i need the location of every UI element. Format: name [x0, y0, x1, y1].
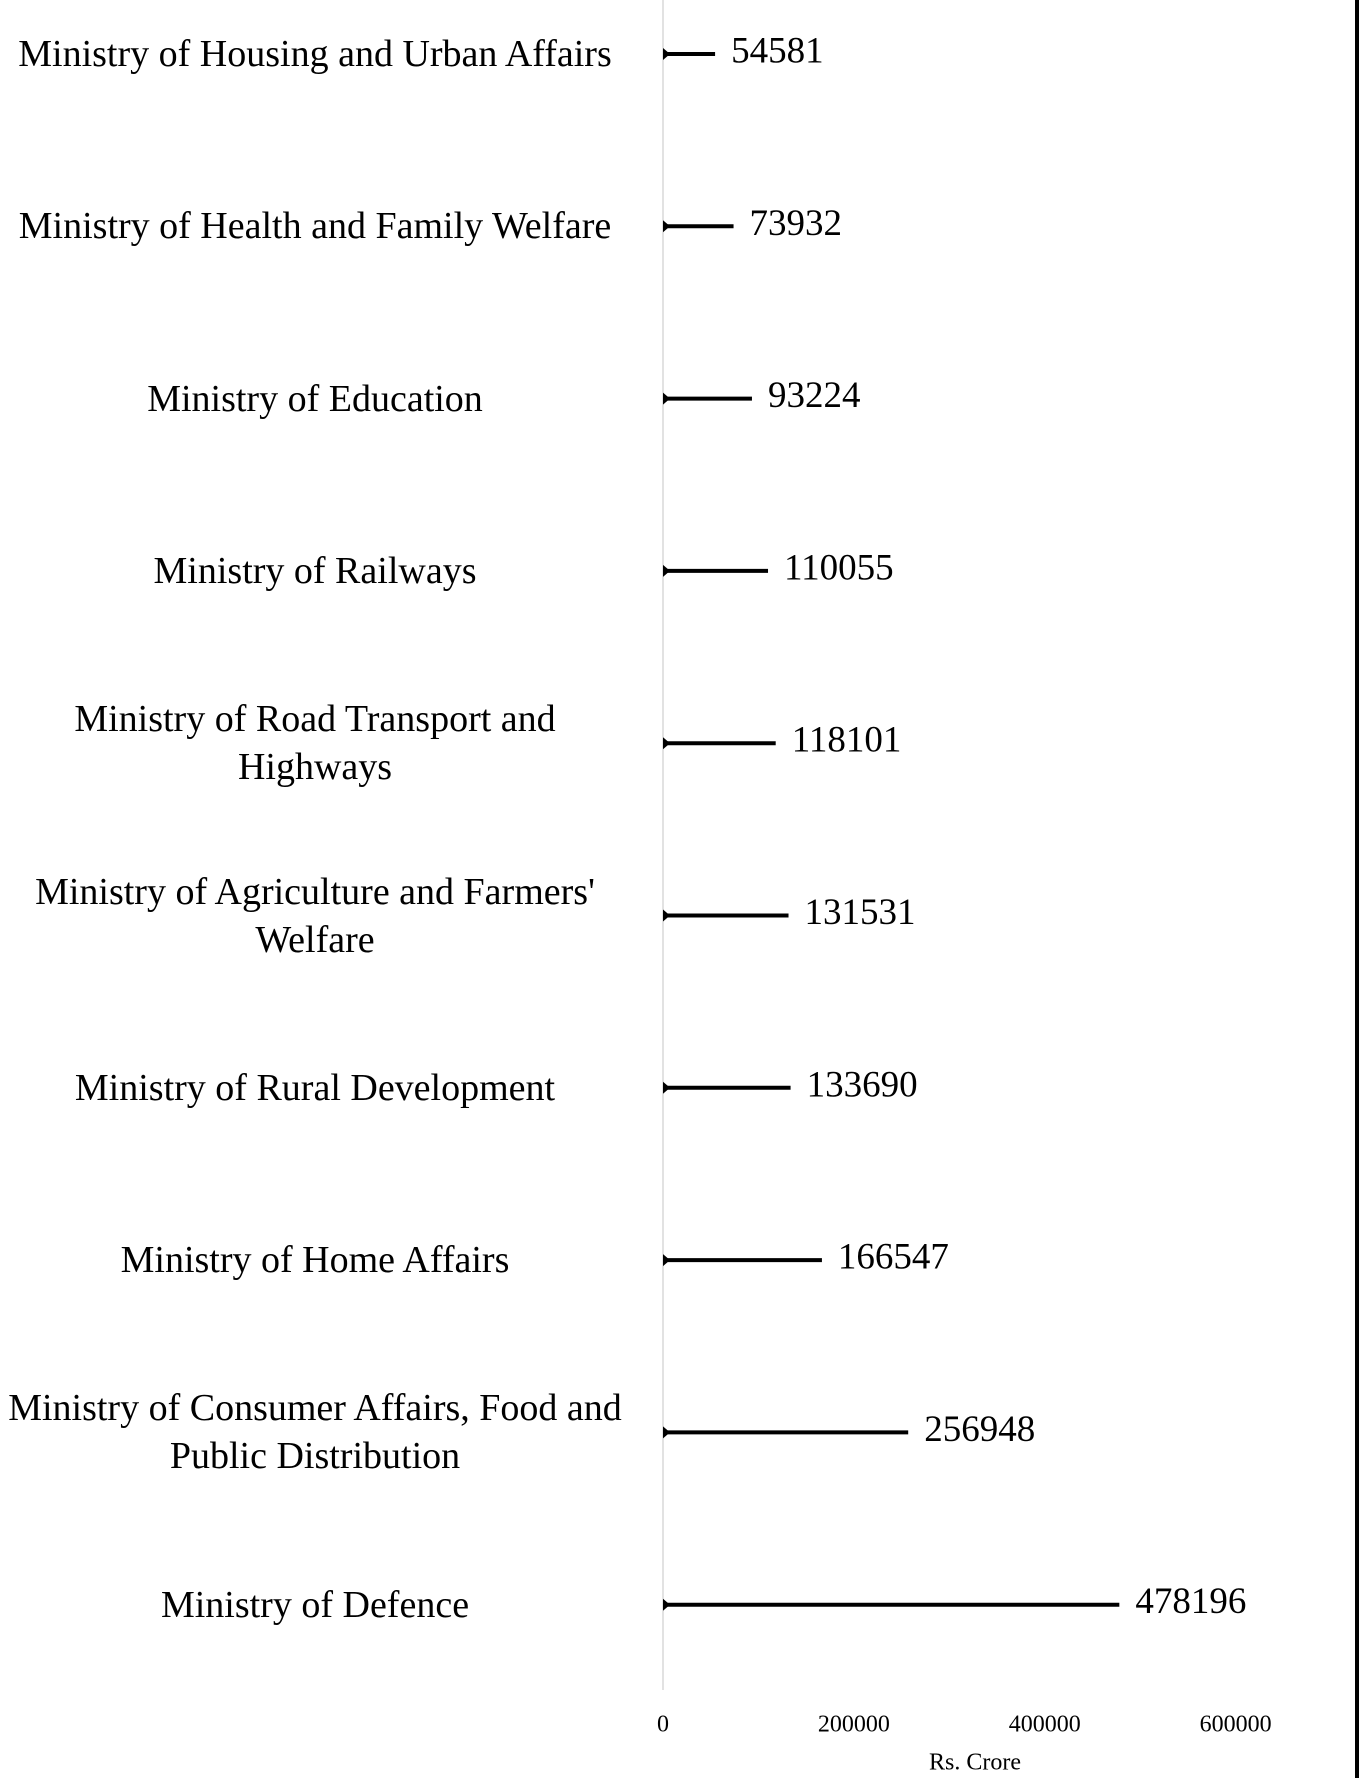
bar-start-marker: [663, 48, 670, 60]
x-axis-title: Rs. Crore: [929, 1750, 1021, 1776]
value-label: 166547: [838, 1237, 949, 1278]
bar-start-marker: [663, 1081, 670, 1094]
x-tick-label: 600000: [1200, 1712, 1272, 1738]
category-label: Ministry of Rural Development: [74, 1066, 556, 1109]
value-label: 256948: [924, 1409, 1035, 1450]
value-label: 73932: [750, 203, 843, 244]
bar-start-marker: [663, 909, 670, 922]
value-label: 110055: [784, 547, 894, 588]
bar-start-marker: [663, 392, 670, 405]
bar-start-marker: [663, 1426, 670, 1439]
value-label: 54581: [731, 30, 824, 71]
category-label: Ministry of Consumer Affairs, Food and P…: [8, 1387, 622, 1478]
value-label: 93224: [768, 375, 861, 416]
category-label: Ministry of Railways: [153, 549, 477, 592]
bar-start-marker: [663, 1254, 670, 1267]
category-label: Ministry of Housing and Urban Affairs: [18, 33, 612, 75]
category-label: Ministry of Agriculture and Farmers' Wel…: [35, 870, 595, 961]
value-label: 131531: [805, 892, 916, 933]
category-label: Ministry of Health and Family Welfare: [18, 205, 612, 248]
category-label: Ministry of Road Transport and Highways: [74, 698, 556, 789]
x-tick-label: 0: [657, 1712, 669, 1738]
value-label: 118101: [792, 720, 902, 761]
x-tick-label: 200000: [818, 1712, 890, 1738]
category-label: Ministry of Education: [147, 377, 483, 420]
bar-start-marker: [663, 1598, 670, 1611]
x-tick-label: 400000: [1009, 1712, 1081, 1738]
value-label: 478196: [1135, 1581, 1246, 1622]
value-label: 133690: [807, 1064, 918, 1105]
bar-start-marker: [663, 564, 670, 577]
category-label: Ministry of Defence: [160, 1583, 470, 1626]
bar-start-marker: [663, 737, 670, 750]
category-label: Ministry of Home Affairs: [120, 1239, 510, 1282]
bar-start-marker: [663, 220, 670, 233]
